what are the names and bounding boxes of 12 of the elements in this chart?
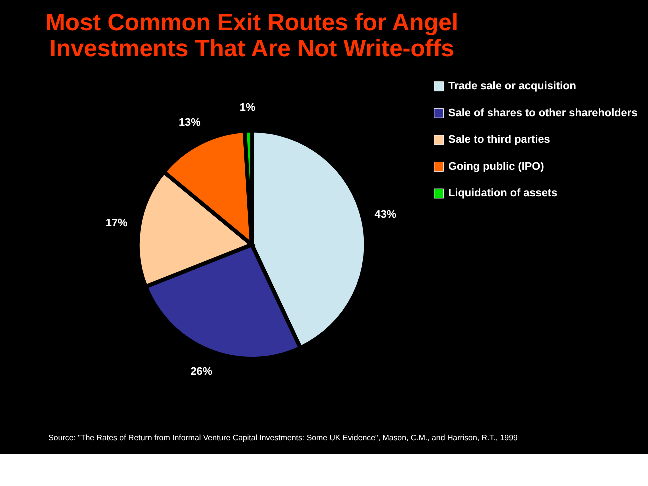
chart-title: Most Common Exit Routes for Angel Investments That Are Not Write-offs: [46, 10, 459, 62]
data-label: 17%: [106, 217, 128, 230]
legend-label: Trade sale or acquisition: [448, 80, 576, 93]
legend-label: Sale of shares to other shareholders: [448, 107, 638, 120]
data-label: 13%: [178, 116, 202, 129]
data-label: 43%: [374, 208, 397, 221]
data-label: 1%: [240, 102, 256, 114]
source-note: Source: "The Rates of Return from Informal Venture Capital Investments: Some UK Evidence", Mason, C.M., and Harrison, R.T., 1999: [48, 433, 518, 442]
legend-label: Going public (IPO): [448, 160, 545, 173]
legend-label: Liquidation of assets: [448, 188, 558, 200]
legend-label: Sale to third parties: [448, 134, 550, 146]
data-label: 26%: [190, 366, 213, 378]
